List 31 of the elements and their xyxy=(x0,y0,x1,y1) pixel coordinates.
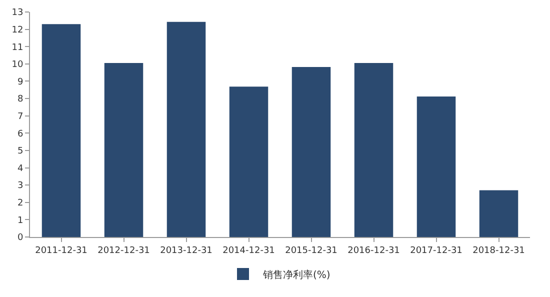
y-tick-label: 10 xyxy=(12,60,24,70)
bar xyxy=(104,63,144,237)
bar xyxy=(166,22,206,237)
y-tick-label: 0 xyxy=(17,233,24,244)
x-tick-label: 2017-12-31 xyxy=(410,246,462,256)
x-tick-label: 2014-12-31 xyxy=(222,246,275,256)
bar xyxy=(479,190,518,237)
bar xyxy=(42,24,81,237)
y-tick-label: 5 xyxy=(17,146,24,157)
y-tick-label: 7 xyxy=(17,112,24,122)
y-tick-label: 2 xyxy=(17,198,24,209)
x-tick-label: 2011-12-31 xyxy=(35,246,88,256)
bar xyxy=(416,96,456,237)
y-tick-label: 3 xyxy=(17,181,24,192)
y-tick-label: 1 xyxy=(17,216,24,226)
y-tick-label: 4 xyxy=(17,164,24,174)
x-tick-label: 2018-12-31 xyxy=(472,246,525,256)
x-tick-label: 2013-12-31 xyxy=(160,246,212,256)
bar xyxy=(229,86,268,237)
bar xyxy=(292,67,331,237)
x-tick-label: 2016-12-31 xyxy=(348,246,400,256)
y-tick-label: 6 xyxy=(17,129,24,140)
y-tick-label: 12 xyxy=(12,25,24,36)
legend-label: 销售净利率(%) xyxy=(262,268,330,281)
x-tick-label: 2012-12-31 xyxy=(98,246,150,256)
y-tick-label: 13 xyxy=(12,8,24,18)
y-tick-label: 11 xyxy=(12,42,24,53)
bar xyxy=(354,63,394,237)
y-tick-label: 9 xyxy=(17,77,24,88)
y-tick-label: 8 xyxy=(17,94,24,105)
x-tick-label: 2015-12-31 xyxy=(285,246,338,256)
